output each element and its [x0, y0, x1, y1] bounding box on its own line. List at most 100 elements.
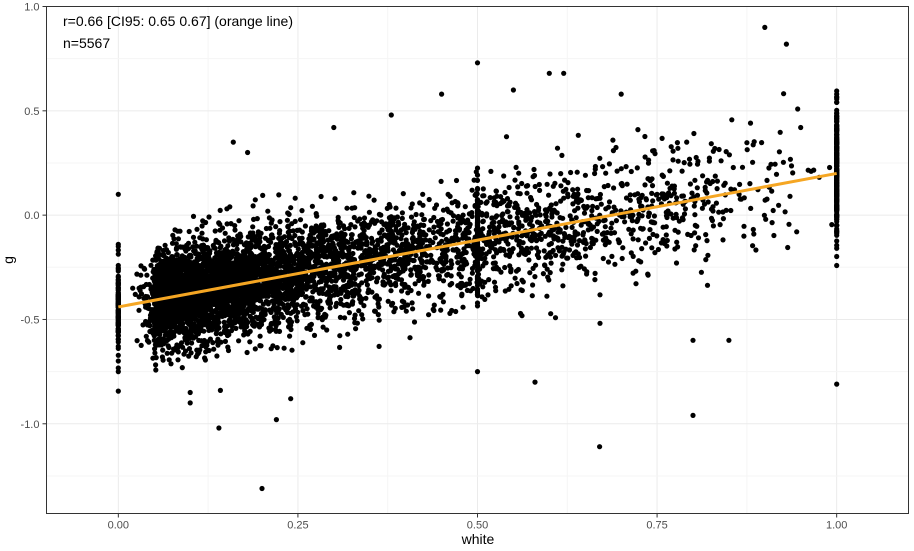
- data-point: [652, 250, 658, 256]
- data-point: [453, 177, 460, 184]
- data-point: [498, 194, 504, 200]
- data-point: [701, 201, 708, 207]
- data-point: [258, 321, 265, 328]
- data-point: [287, 283, 294, 289]
- data-point: [115, 247, 121, 253]
- data-point: [560, 188, 566, 194]
- data-point: [197, 313, 203, 319]
- data-point: [220, 263, 226, 269]
- data-point: [513, 268, 520, 274]
- data-point: [438, 217, 444, 223]
- data-point: [630, 236, 636, 242]
- data-point: [502, 264, 508, 271]
- data-point: [193, 316, 199, 322]
- data-point: [485, 292, 491, 298]
- data-point: [664, 192, 671, 198]
- data-point: [444, 221, 450, 227]
- data-point: [511, 225, 517, 231]
- data-point: [493, 188, 499, 194]
- data-point: [330, 240, 336, 246]
- data-point: [398, 257, 405, 263]
- data-point: [266, 215, 272, 221]
- data-point: [544, 181, 550, 187]
- data-point: [560, 283, 566, 289]
- data-point: [469, 187, 475, 193]
- data-point: [132, 291, 138, 297]
- data-point: [260, 301, 266, 307]
- data-point: [366, 193, 372, 199]
- data-point: [474, 185, 481, 192]
- data-point: [626, 226, 632, 232]
- data-point: [552, 180, 558, 186]
- data-point: [577, 254, 583, 261]
- data-point: [392, 236, 398, 242]
- data-point: [239, 296, 245, 302]
- data-point: [576, 238, 583, 244]
- data-point: [412, 281, 418, 287]
- data-point: [324, 327, 330, 333]
- data-point: [834, 238, 840, 244]
- data-point: [583, 240, 589, 247]
- data-point: [339, 267, 345, 273]
- data-point: [257, 333, 263, 339]
- data-point: [171, 236, 177, 242]
- data-point: [234, 311, 240, 317]
- data-point: [613, 144, 619, 151]
- data-point: [532, 231, 538, 237]
- data-point: [681, 160, 687, 166]
- data-point: [439, 238, 445, 244]
- data-point: [519, 180, 525, 187]
- data-point: [257, 343, 263, 349]
- data-point: [474, 292, 481, 299]
- data-point: [651, 213, 658, 219]
- data-point: [753, 247, 759, 253]
- data-point: [553, 201, 559, 207]
- data-point: [764, 196, 770, 202]
- data-point: [334, 231, 340, 237]
- data-point: [421, 222, 427, 228]
- data-point: [484, 211, 490, 217]
- data-point: [252, 268, 258, 274]
- data-point: [438, 307, 444, 313]
- data-point: [400, 191, 406, 197]
- data-point: [269, 232, 275, 238]
- data-point: [650, 219, 656, 226]
- data-point: [434, 267, 441, 273]
- data-point: [186, 253, 192, 259]
- data-point: [668, 211, 674, 217]
- data-point: [834, 111, 840, 117]
- data-point: [531, 166, 537, 173]
- data-point: [257, 239, 263, 245]
- data-point: [649, 190, 655, 196]
- data-point: [674, 140, 681, 146]
- data-point: [323, 232, 329, 238]
- data-point: [264, 299, 270, 305]
- data-point: [660, 173, 667, 179]
- data-point: [225, 344, 231, 350]
- data-point: [369, 219, 375, 225]
- data-point: [385, 298, 391, 304]
- data-point: [277, 219, 283, 225]
- data-point: [197, 307, 203, 313]
- data-point: [430, 306, 436, 312]
- data-point: [408, 267, 414, 273]
- data-point: [592, 270, 598, 276]
- data-point: [514, 202, 520, 208]
- data-point: [428, 252, 434, 258]
- data-point: [252, 346, 258, 352]
- data-point: [459, 293, 465, 299]
- data-point: [152, 346, 158, 352]
- data-point: [491, 231, 497, 237]
- data-point: [159, 336, 165, 342]
- data-point: [366, 209, 372, 215]
- data-point: [416, 290, 422, 296]
- data-point: [268, 280, 274, 286]
- data-point: [440, 291, 446, 297]
- data-point: [299, 303, 305, 309]
- data-point: [232, 223, 238, 229]
- data-point: [529, 293, 535, 299]
- data-point: [402, 247, 408, 253]
- data-point: [323, 291, 329, 297]
- data-point: [560, 261, 566, 267]
- data-point: [300, 308, 306, 314]
